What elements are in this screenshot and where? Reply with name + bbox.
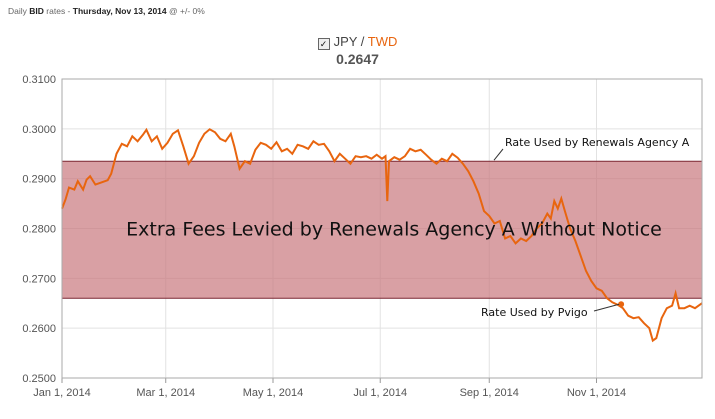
x-tick-label: Mar 1, 2014 xyxy=(136,387,195,399)
header-mid: rates - xyxy=(46,6,71,16)
annotations: Rate Used by Renewals Agency A Rate Used … xyxy=(481,136,690,319)
annotation-agency-label: Rate Used by Renewals Agency A xyxy=(505,136,690,149)
y-tick-label: 0.2800 xyxy=(22,224,56,236)
series-line xyxy=(61,127,703,343)
band-label: Extra Fees Levied by Renewals Agency A W… xyxy=(126,219,662,241)
fee-band xyxy=(62,161,702,299)
header-suffix: @ +/- 0% xyxy=(169,6,205,16)
x-tick-label: Jul 1, 2014 xyxy=(353,387,407,399)
x-axis-labels: Jan 1, 2014 Mar 1, 2014 May 1, 2014 Jul 1, … xyxy=(33,387,626,399)
y-tick-label: 0.2600 xyxy=(22,323,56,335)
y-tick-label: 0.2700 xyxy=(22,273,56,285)
chart-header: Daily BID rates - Thursday, Nov 13, 2014… xyxy=(8,6,205,16)
y-tick-label: 0.2500 xyxy=(22,373,56,385)
x-tick-label: Jan 1, 2014 xyxy=(33,387,91,399)
header-prefix: Daily xyxy=(8,6,27,16)
header-rate-type: BID xyxy=(29,6,44,16)
current-rate: 0.2647 xyxy=(336,51,379,67)
pair-separator: / xyxy=(357,34,368,49)
y-axis-labels: 0.2500 0.2600 0.2700 0.2800 0.2900 0.3000 0.31… xyxy=(22,74,56,385)
annotation-pvigo-leader xyxy=(593,303,620,312)
x-tick-label: Sep 1, 2014 xyxy=(460,387,519,399)
y-tick-label: 0.3100 xyxy=(22,74,56,86)
y-tick-label: 0.3000 xyxy=(22,124,56,136)
pvigo-marker xyxy=(618,301,625,308)
annotation-pvigo-label: Rate Used by Pvigo xyxy=(481,306,588,319)
header-date: Thursday, Nov 13, 2014 xyxy=(72,6,167,16)
annotation-agency-leader xyxy=(493,148,504,161)
x-tick-label: Nov 1, 2014 xyxy=(567,387,626,399)
y-tick-label: 0.2900 xyxy=(22,174,56,186)
x-tick-label: May 1, 2014 xyxy=(243,387,304,399)
currency-pair-legend: ✓ JPY / TWD xyxy=(0,34,715,50)
quote-currency: TWD xyxy=(367,34,398,49)
base-currency: JPY xyxy=(333,34,358,49)
plot-frame xyxy=(61,78,703,379)
series-toggle-checkbox[interactable]: ✓ xyxy=(317,38,330,50)
